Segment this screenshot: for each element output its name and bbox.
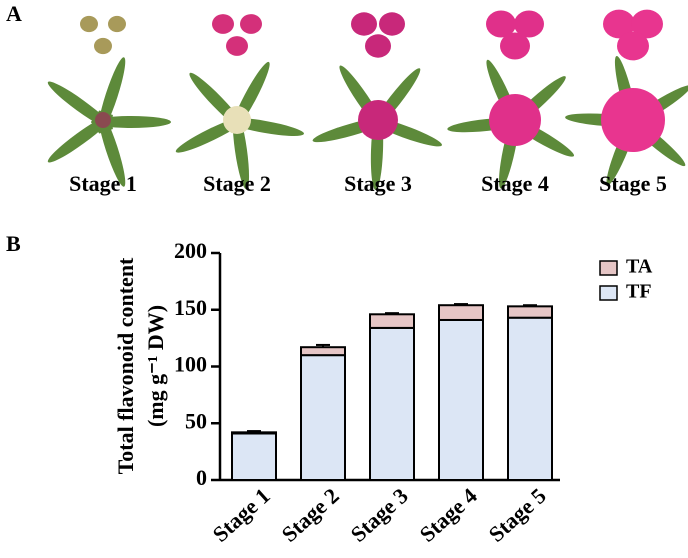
petal bbox=[379, 12, 405, 36]
error-bar bbox=[454, 303, 468, 306]
error-bar bbox=[523, 304, 537, 307]
bar-segment bbox=[507, 305, 553, 319]
x-tick-label: Stage 1 bbox=[208, 483, 275, 547]
petal bbox=[212, 14, 234, 34]
photo-row bbox=[47, 9, 688, 190]
x-tick-label: Stage 4 bbox=[415, 483, 482, 547]
bar-segment bbox=[438, 318, 484, 481]
legend-label: TA bbox=[626, 256, 653, 278]
x-tick-label: Stage 5 bbox=[484, 483, 551, 547]
petal bbox=[500, 32, 530, 60]
y-tick-label: 200 bbox=[174, 238, 207, 263]
petal bbox=[226, 36, 248, 56]
petal bbox=[486, 10, 516, 38]
error-bar bbox=[247, 430, 261, 433]
y-tick-label: 100 bbox=[174, 352, 207, 377]
photo-caption: Stage 1 bbox=[69, 171, 137, 196]
flower bbox=[358, 100, 398, 140]
flower bbox=[489, 94, 541, 146]
y-tick-label: 50 bbox=[185, 408, 207, 433]
photo-caption: Stage 5 bbox=[599, 171, 667, 196]
error-bar bbox=[385, 312, 399, 315]
x-tick-label: Stage 3 bbox=[346, 483, 413, 547]
petal bbox=[617, 31, 649, 61]
legend-label: TF bbox=[626, 281, 652, 303]
photo-caption: Stage 4 bbox=[481, 171, 549, 196]
legend-swatch bbox=[599, 260, 618, 276]
petal bbox=[240, 14, 262, 34]
flower bbox=[95, 112, 111, 128]
petal bbox=[80, 15, 98, 33]
bar-segment bbox=[231, 431, 277, 435]
petal bbox=[365, 34, 391, 58]
y-tick-label: 150 bbox=[174, 295, 207, 320]
bar-segment bbox=[507, 316, 553, 481]
y-tick-label: 0 bbox=[196, 465, 207, 490]
leaf bbox=[98, 110, 126, 187]
legend-swatch bbox=[599, 285, 618, 301]
photo-caption: Stage 3 bbox=[344, 171, 412, 196]
y-axis-label: Total flavonoid content bbox=[113, 257, 138, 474]
bar-segment bbox=[369, 326, 415, 481]
panel-label: B bbox=[6, 231, 21, 256]
x-tick-label: Stage 2 bbox=[277, 483, 344, 547]
photo-caption: Stage 2 bbox=[203, 171, 271, 196]
petal bbox=[108, 15, 126, 33]
petal bbox=[351, 12, 377, 36]
leaf bbox=[47, 114, 113, 163]
petal bbox=[603, 9, 635, 39]
bar-segment bbox=[369, 313, 415, 329]
petal bbox=[514, 10, 544, 38]
bar-segment bbox=[300, 354, 346, 481]
bar-segment bbox=[438, 304, 484, 321]
error-bar bbox=[316, 343, 330, 348]
flower bbox=[223, 106, 251, 134]
bar-segment bbox=[231, 432, 277, 481]
y-axis-label: (mg g⁻¹ DW) bbox=[143, 305, 168, 427]
flower bbox=[601, 88, 665, 152]
petal bbox=[631, 9, 663, 39]
bar-segment bbox=[300, 346, 346, 357]
petal bbox=[94, 37, 112, 55]
panel-label: A bbox=[6, 1, 22, 26]
